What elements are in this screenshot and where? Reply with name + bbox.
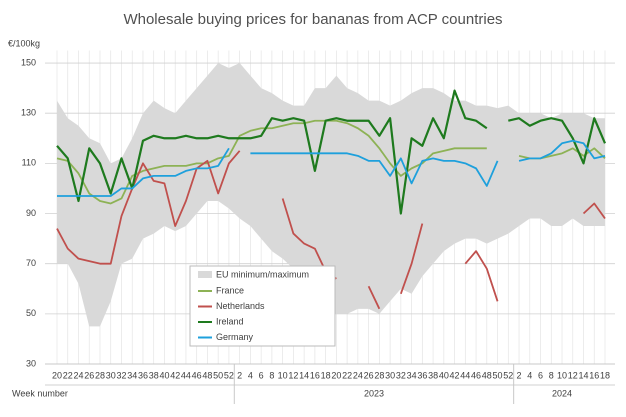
y-tick-label: 50 bbox=[26, 308, 36, 318]
x-tick-label: 36 bbox=[138, 370, 148, 380]
legend-label: Netherlands bbox=[216, 301, 265, 311]
x-tick-label: 44 bbox=[460, 370, 470, 380]
x-tick-label: 2 bbox=[237, 370, 242, 380]
legend-label: Ireland bbox=[216, 316, 244, 326]
legend-label: EU minimum/maximum bbox=[216, 269, 309, 279]
legend-swatch bbox=[198, 271, 212, 278]
x-tick-label: 8 bbox=[549, 370, 554, 380]
x-tick-label: 14 bbox=[579, 370, 589, 380]
series-line bbox=[56, 89, 607, 215]
x-tick-label: 4 bbox=[248, 370, 253, 380]
x-tick-label: 44 bbox=[181, 370, 191, 380]
x-tick-label: 24 bbox=[353, 370, 363, 380]
series-line bbox=[56, 150, 606, 310]
x-tick-label: 26 bbox=[84, 370, 94, 380]
year-label: 2024 bbox=[552, 388, 572, 398]
x-tick-label: 28 bbox=[95, 370, 105, 380]
x-tick-label: 32 bbox=[116, 370, 126, 380]
x-tick-label: 6 bbox=[538, 370, 543, 380]
min-max-band bbox=[57, 63, 605, 327]
x-tick-label: 36 bbox=[417, 370, 427, 380]
x-tick-label: 10 bbox=[557, 370, 567, 380]
x-tick-label: 20 bbox=[331, 370, 341, 380]
x-tick-label: 50 bbox=[213, 370, 223, 380]
x-tick-label: 12 bbox=[568, 370, 578, 380]
x-tick-label: 38 bbox=[428, 370, 438, 380]
x-tick-label: 18 bbox=[321, 370, 331, 380]
legend-label: Germany bbox=[216, 332, 254, 342]
x-tick-label: 34 bbox=[127, 370, 137, 380]
series-line bbox=[57, 139, 606, 197]
x-tick-label: 34 bbox=[407, 370, 417, 380]
x-tick-label: 52 bbox=[503, 370, 513, 380]
x-tick-label: 38 bbox=[149, 370, 159, 380]
x-tick-label: 22 bbox=[342, 370, 352, 380]
y-tick-label: 130 bbox=[21, 108, 36, 118]
x-tick-label: 46 bbox=[471, 370, 481, 380]
x-tick-label: 32 bbox=[396, 370, 406, 380]
x-tick-label: 16 bbox=[589, 370, 599, 380]
y-tick-label: 30 bbox=[26, 358, 36, 368]
x-tick-label: 2 bbox=[517, 370, 522, 380]
x-tick-label: 40 bbox=[159, 370, 169, 380]
x-tick-label: 6 bbox=[259, 370, 264, 380]
x-tick-label: 20 bbox=[52, 370, 62, 380]
x-tick-label: 4 bbox=[527, 370, 532, 380]
x-tick-label: 26 bbox=[364, 370, 374, 380]
x-tick-label: 12 bbox=[288, 370, 298, 380]
x-axis-label: Week number bbox=[12, 388, 68, 398]
year-label: 2023 bbox=[364, 388, 384, 398]
x-tick-label: 14 bbox=[299, 370, 309, 380]
x-tick-label: 40 bbox=[439, 370, 449, 380]
legend-box bbox=[189, 265, 336, 347]
x-tick-label: 48 bbox=[202, 370, 212, 380]
y-tick-label: 110 bbox=[22, 158, 36, 168]
y-tick-label: 70 bbox=[26, 258, 36, 268]
legend-label: France bbox=[216, 285, 244, 295]
x-tick-label: 30 bbox=[106, 370, 116, 380]
x-tick-label: 10 bbox=[278, 370, 288, 380]
y-unit: €/100kg bbox=[8, 38, 40, 48]
y-tick-label: 150 bbox=[21, 57, 36, 67]
x-tick-label: 52 bbox=[224, 370, 234, 380]
x-tick-label: 28 bbox=[374, 370, 384, 380]
x-tick-label: 30 bbox=[385, 370, 395, 380]
x-tick-label: 50 bbox=[493, 370, 503, 380]
x-tick-label: 22 bbox=[63, 370, 73, 380]
x-tick-label: 42 bbox=[450, 370, 460, 380]
x-tick-label: 46 bbox=[192, 370, 202, 380]
y-tick-label: 90 bbox=[26, 208, 36, 218]
x-tick-label: 16 bbox=[310, 370, 320, 380]
x-tick-label: 48 bbox=[482, 370, 492, 380]
legend: EU minimum/maximum France Netherlands Irela… bbox=[189, 265, 336, 347]
chart-title: Wholesale buying prices for bananas from… bbox=[123, 11, 502, 28]
x-tick-label: 24 bbox=[73, 370, 83, 380]
x-tick-label: 42 bbox=[170, 370, 180, 380]
x-tick-label: 8 bbox=[269, 370, 274, 380]
x-tick-label: 18 bbox=[600, 370, 610, 380]
